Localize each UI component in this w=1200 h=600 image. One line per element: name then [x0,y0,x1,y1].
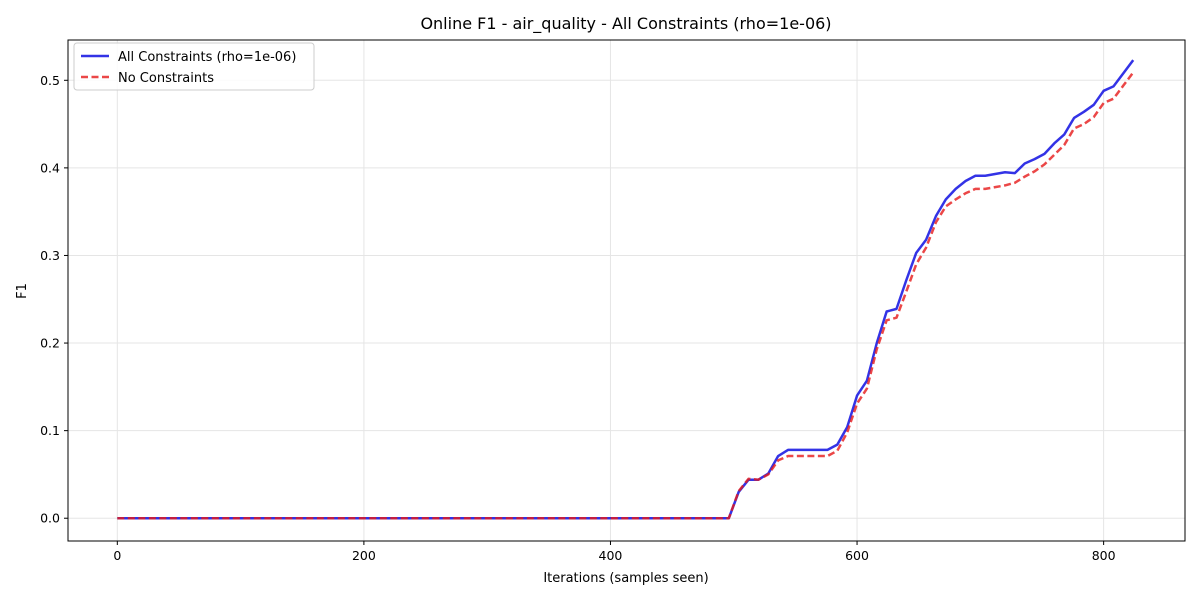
legend-label-no-constraints: No Constraints [118,71,214,86]
y-tick-label: 0.4 [40,160,60,175]
x-axis-title: Iterations (samples seen) [543,571,708,586]
series-layer [117,59,1135,520]
plot-frame [67,39,1186,542]
x-tick-label: 0 [113,548,121,563]
legend-label-all-constraints: All Constraints (rho=1e-06) [118,50,296,65]
y-tick-label: 0.2 [40,336,60,351]
y-axis-title: F1 [15,283,30,299]
chart-title: Online F1 - air_quality - All Constraint… [420,14,831,34]
x-tick-label: 200 [352,548,376,563]
x-tick-label: 400 [599,548,623,563]
y-tick-label: 0.3 [40,248,60,263]
legend-box [73,42,315,91]
grid [68,40,1185,541]
y-tick-label: 0.5 [40,73,60,88]
legend: All Constraints (rho=1e-06) No Constrain… [73,42,315,91]
axis-ticks: 0 200 400 600 800 0.0 0.1 0.2 0.3 0.4 0.5 [40,73,1115,563]
x-tick-label: 800 [1092,548,1116,563]
series-line-all-constraints [117,59,1135,520]
series-line-no-constraints [117,71,1135,520]
y-tick-label: 0.1 [40,423,60,438]
x-tick-label: 600 [845,548,869,563]
y-tick-label: 0.0 [40,511,60,526]
